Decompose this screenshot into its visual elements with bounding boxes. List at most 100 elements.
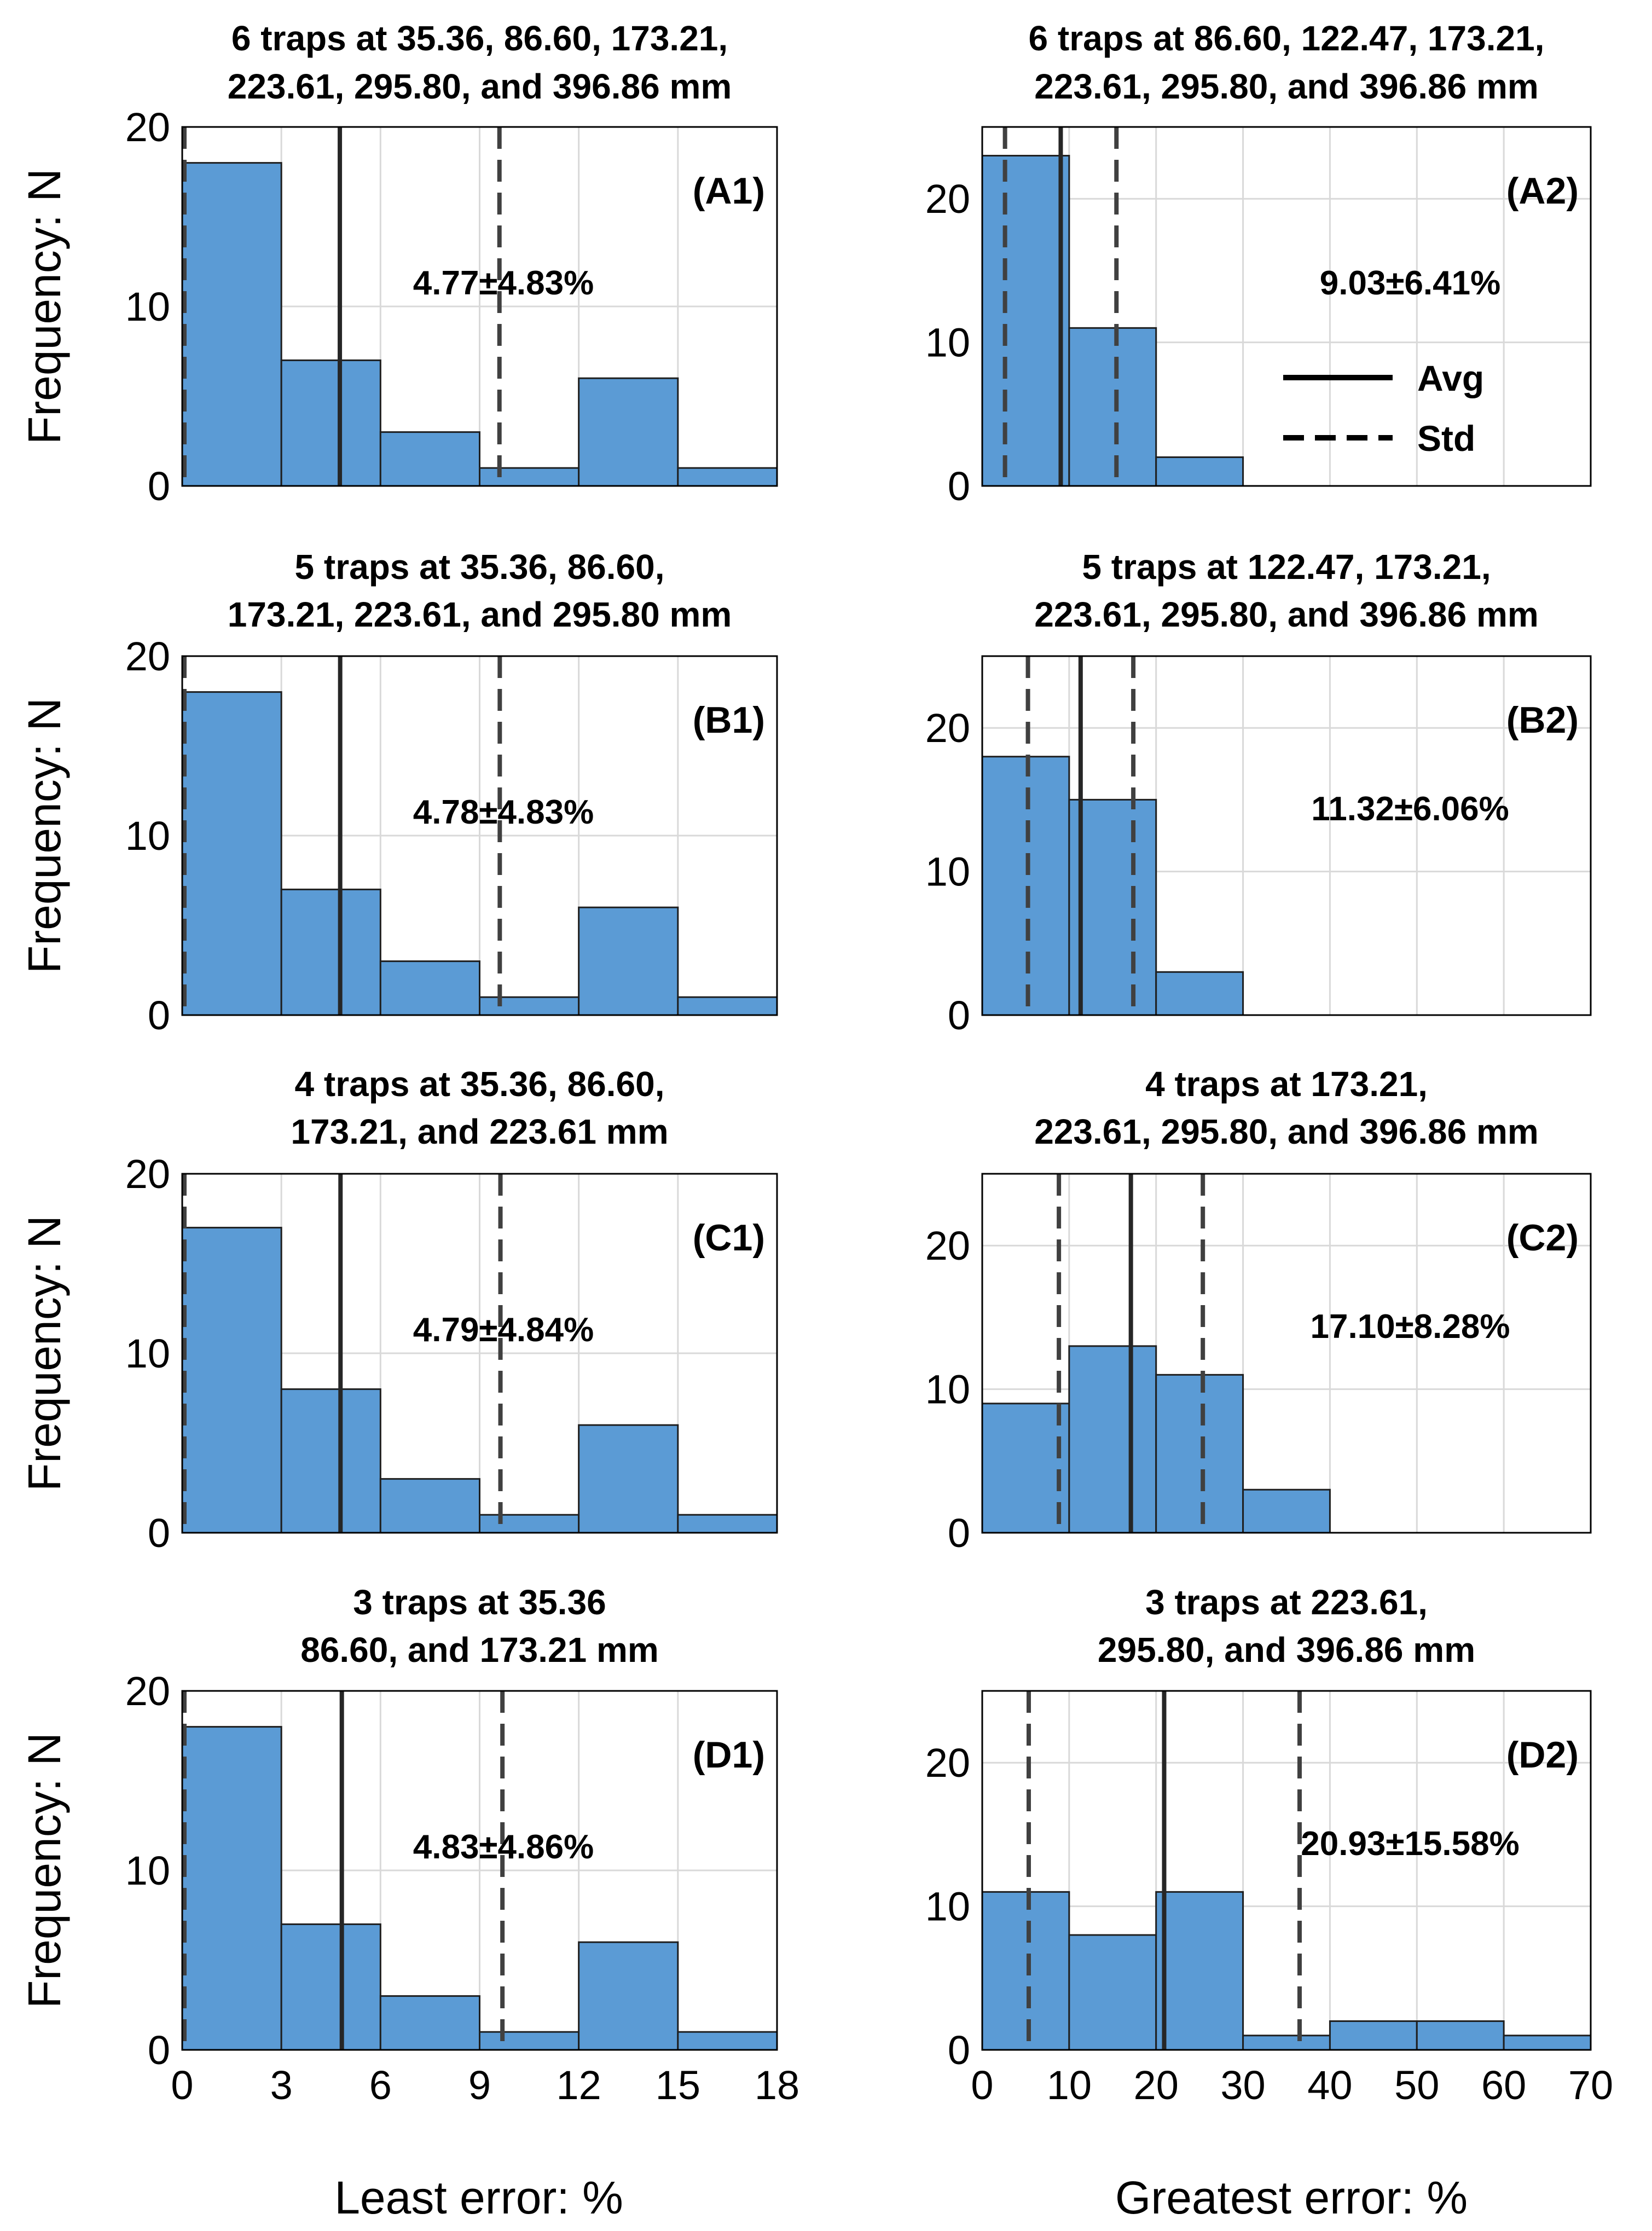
y-tick-label: 20 [925, 705, 970, 751]
panel-b1: 5 traps at 35.36, 86.60, 173.21, 223.61, … [19, 547, 778, 1038]
histogram-bar [280, 1923, 381, 2051]
y-tick-label: 20 [925, 1740, 970, 1786]
histogram-bar [677, 467, 778, 487]
left-x-axis-label: Least error: % [334, 2172, 623, 2223]
y-tick-label: 10 [925, 1367, 970, 1412]
panel-label: (D2) [1506, 1734, 1579, 1776]
panel-title-line: 5 traps at 122.47, 173.21, [1082, 547, 1491, 587]
y-tick-label: 0 [148, 1510, 170, 1556]
histogram-bar [280, 1388, 381, 1534]
stat-annotation: 9.03±6.41% [1320, 264, 1501, 302]
y-tick-label: 10 [125, 813, 170, 859]
y-tick-label: 10 [125, 284, 170, 329]
y-tick-label: 20 [125, 634, 170, 679]
legend-avg-label: Avg [1417, 358, 1484, 398]
histogram-bar [1068, 1934, 1157, 2051]
histogram-bar [479, 2031, 580, 2051]
right-x-axis-label: Greatest error: % [1115, 2172, 1468, 2223]
histogram-bar [677, 1514, 778, 1534]
x-tick-label: 0 [171, 2062, 193, 2108]
y-axis-label: Frequency: N [19, 698, 70, 973]
histogram-bar [181, 1726, 282, 2051]
y-tick-label: 0 [948, 463, 970, 509]
y-tick-label: 0 [948, 993, 970, 1038]
plot-frame [181, 655, 778, 1016]
x-tick-label: 60 [1481, 2062, 1526, 2108]
y-axis-label: Frequency: N [19, 1732, 70, 2008]
histogram-bar [379, 960, 480, 1016]
panel-title-line: 86.60, and 173.21 mm [300, 1630, 659, 1670]
panel-title-line: 3 traps at 35.36 [353, 1583, 606, 1622]
histogram-bar [379, 1995, 480, 2051]
histogram-bar [981, 756, 1070, 1016]
panel-title-line: 223.61, 295.80, and 396.86 mm [1034, 595, 1539, 634]
panel-title-line: 223.61, 295.80, and 396.86 mm [228, 67, 732, 106]
histogram-bar [1242, 2035, 1331, 2051]
histogram-bar [578, 1941, 679, 2051]
histogram-bar [1068, 1345, 1157, 1534]
panel-title-line: 6 traps at 35.36, 86.60, 173.21, [231, 19, 728, 58]
panel-label: (C1) [693, 1217, 765, 1259]
histogram-bar [181, 162, 282, 487]
panel-d1: 3 traps at 35.36 86.60, and 173.21 mm 0 3 6 9… [19, 1583, 799, 2108]
x-tick-label: 9 [468, 2062, 491, 2108]
histogram-bar [1068, 798, 1157, 1016]
y-tick-label: 10 [925, 320, 970, 366]
histogram-bar [981, 154, 1070, 487]
plot-frame [981, 655, 1592, 1016]
histogram-bar [981, 1403, 1070, 1534]
panel-label: (D1) [693, 1734, 765, 1776]
x-tick-label: 6 [369, 2062, 392, 2108]
plot-frame [981, 126, 1592, 487]
y-tick-label: 10 [125, 1331, 170, 1376]
panel-label: (C2) [1506, 1217, 1579, 1259]
panel-d2: 3 traps at 223.61, 295.80, and 396.86 mm 0… [925, 1583, 1613, 2108]
histogram-bar [280, 359, 381, 487]
histogram-bar [181, 691, 282, 1016]
panel-title-line: 3 traps at 223.61, [1145, 1583, 1428, 1622]
histogram-bar [1242, 1488, 1331, 1534]
x-tick-label: 30 [1220, 2062, 1265, 2108]
panel-title-line: 223.61, 295.80, and 396.86 mm [1034, 67, 1539, 106]
x-tick-label: 50 [1394, 2062, 1439, 2108]
y-tick-label: 20 [925, 1223, 970, 1268]
histogram-bar [379, 431, 480, 487]
x-tick-label: 0 [971, 2062, 993, 2108]
panel-c2: 4 traps at 173.21, 223.61, 295.80, and 39… [925, 1064, 1592, 1556]
histogram-bar [677, 2031, 778, 2051]
histogram-bar [379, 1478, 480, 1534]
panel-label: (B2) [1506, 699, 1579, 741]
x-tick-label: 3 [270, 2062, 293, 2108]
y-tick-label: 10 [125, 1848, 170, 1893]
x-tick-label: 20 [1134, 2062, 1179, 2108]
y-axis-label: Frequency: N [19, 169, 70, 444]
stat-annotation: 17.10±8.28% [1311, 1308, 1510, 1346]
plot-frame [181, 1173, 778, 1534]
y-tick-label: 0 [148, 993, 170, 1038]
stat-annotation: 11.32±6.06% [1311, 790, 1509, 828]
histogram-bar [1329, 2020, 1418, 2051]
panel-title-line: 4 traps at 173.21, [1145, 1064, 1428, 1104]
y-tick-label: 0 [948, 2027, 970, 2073]
y-tick-label: 0 [148, 463, 170, 509]
x-tick-label: 40 [1307, 2062, 1352, 2108]
panel-label: (A2) [1506, 170, 1579, 212]
y-tick-label: 0 [948, 1510, 970, 1556]
histogram-bar [1155, 456, 1244, 487]
x-tick-label: 15 [656, 2062, 700, 2108]
histogram-bar [1155, 971, 1244, 1016]
histogram-bar [981, 1891, 1070, 2051]
stat-annotation: 4.79±4.84% [413, 1311, 594, 1349]
stat-annotation: 20.93±15.58% [1301, 1825, 1519, 1863]
y-axis-label: Frequency: N [19, 1215, 70, 1491]
panel-label: (B1) [693, 699, 765, 741]
histogram-bar [1068, 327, 1157, 487]
plot-frame [981, 1173, 1592, 1534]
histogram-bar [1155, 1891, 1244, 2051]
legend: Avg Std [1283, 358, 1484, 459]
legend-std-label: Std [1417, 418, 1475, 459]
panel-title-line: 295.80, and 396.86 mm [1098, 1630, 1475, 1670]
histogram-bar [479, 996, 580, 1016]
panel-label: (A1) [693, 170, 765, 212]
